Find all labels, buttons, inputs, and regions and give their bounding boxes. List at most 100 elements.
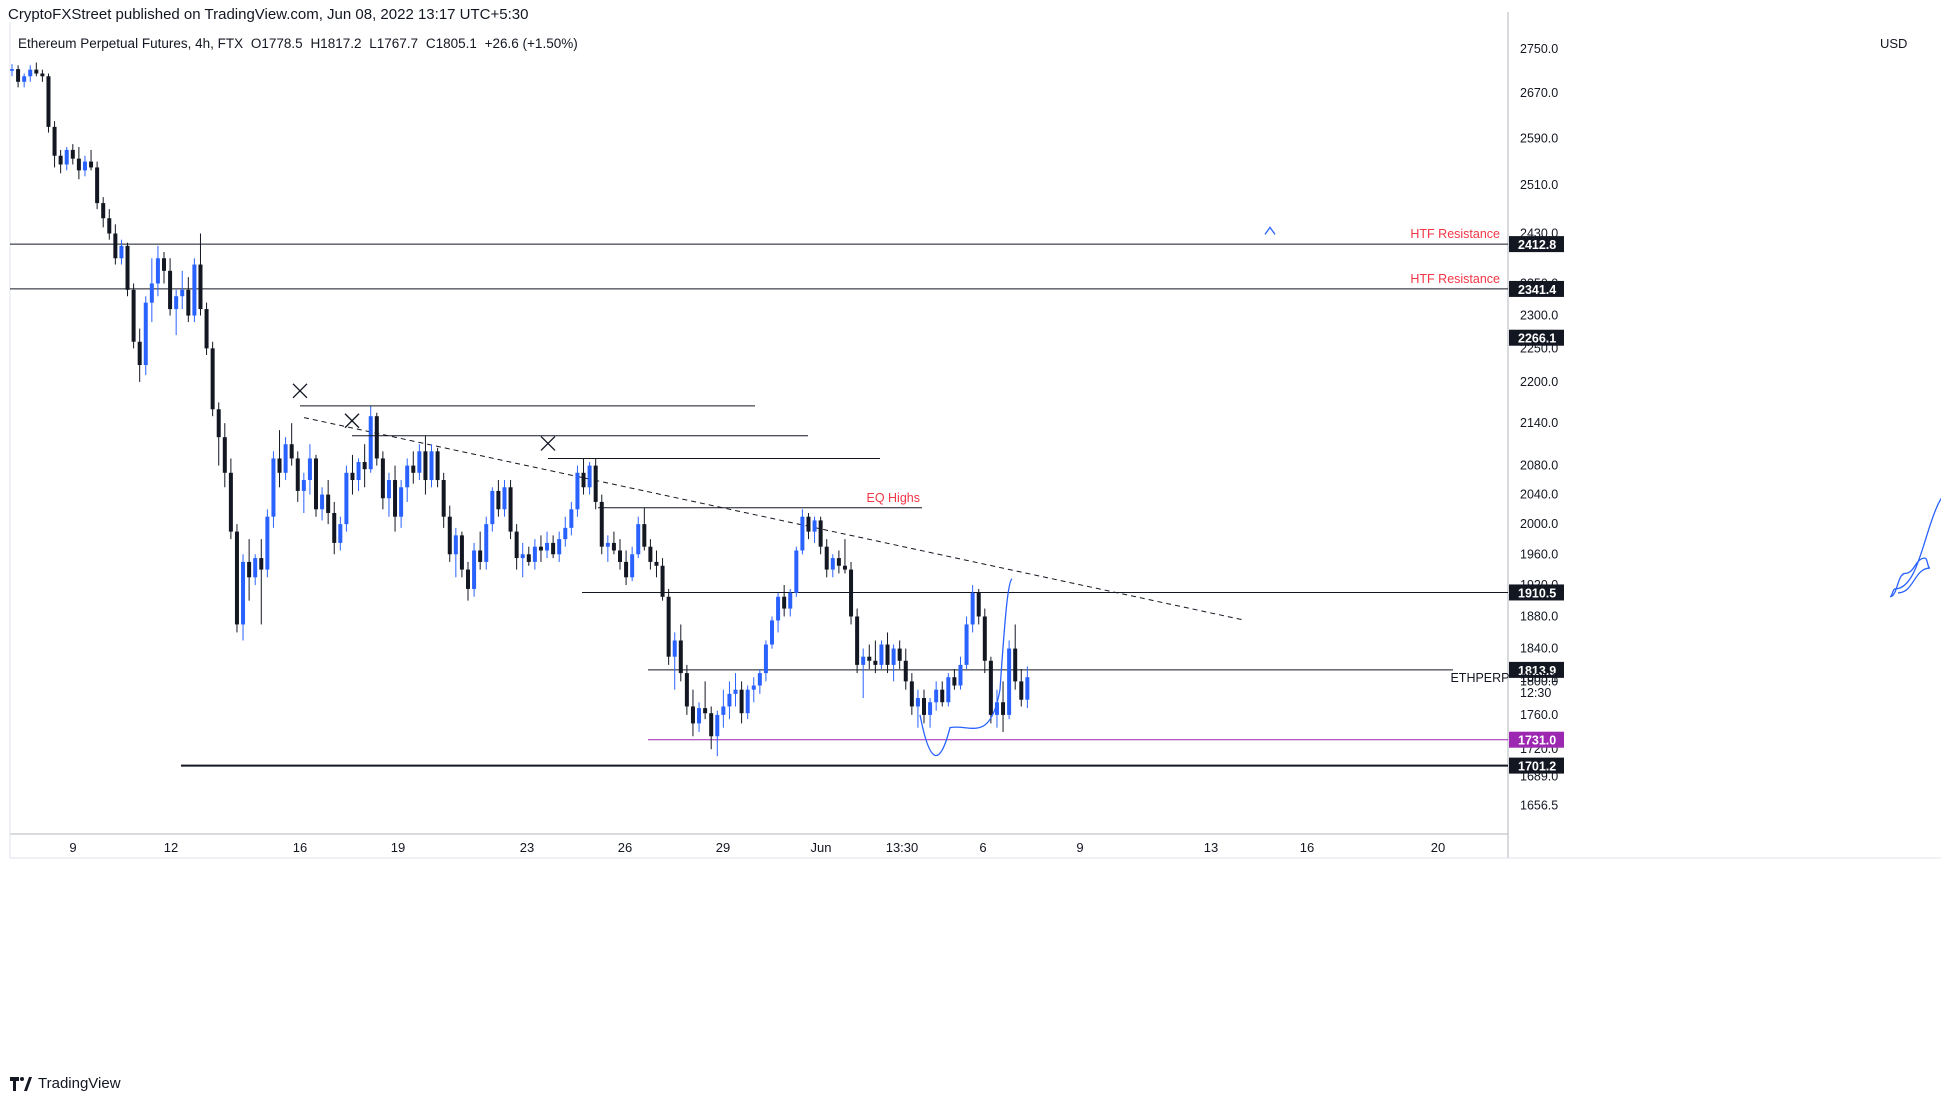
- candle-body: [806, 516, 811, 532]
- candle-body: [362, 462, 367, 470]
- candle-body: [587, 465, 592, 488]
- candle-body: [119, 245, 124, 259]
- candle-body: [447, 516, 452, 555]
- candle-body: [654, 561, 659, 566]
- candle-body: [776, 596, 781, 621]
- candle-body: [508, 487, 513, 532]
- candle-body: [64, 149, 69, 165]
- candle-body: [630, 554, 635, 578]
- candle-body: [70, 149, 75, 159]
- y-tick-label: 1656.5: [1520, 798, 1558, 812]
- projection-dip: [919, 578, 1013, 757]
- candle-body: [842, 565, 847, 570]
- candle-body: [520, 554, 525, 559]
- x-tick-label: 16: [293, 840, 307, 855]
- candle-body: [137, 341, 142, 366]
- candle-body: [435, 451, 440, 481]
- candle-body: [897, 648, 902, 661]
- candle-body: [496, 490, 501, 510]
- candle-body: [946, 677, 951, 703]
- candle-body: [940, 689, 945, 703]
- candle-body: [526, 554, 531, 562]
- candle-body: [338, 524, 343, 543]
- candle-body: [344, 472, 349, 525]
- y-tick-label: 2140.0: [1520, 416, 1558, 430]
- price-label: 1701.2: [1518, 760, 1556, 774]
- y-tick-label: 2200.0: [1520, 375, 1558, 389]
- ohlc-high: H1817.2: [310, 36, 362, 51]
- candle-body: [350, 472, 355, 481]
- candle-body: [490, 490, 495, 525]
- x-mark: [344, 413, 360, 429]
- candle-body: [101, 203, 106, 219]
- price-label: 2412.8: [1518, 238, 1556, 252]
- candle-body: [982, 616, 987, 661]
- candle-body: [909, 681, 914, 707]
- x-tick-label: 6: [979, 840, 986, 855]
- x-tick-label: Jun: [811, 840, 832, 855]
- candle-body: [551, 542, 556, 555]
- candle-body: [581, 472, 586, 488]
- horizontal-levels: [10, 243, 1508, 767]
- candle-body: [441, 480, 446, 517]
- symbol-name: Ethereum Perpetual Futures, 4h, FTX: [18, 36, 244, 51]
- candle-body: [386, 480, 391, 499]
- x-mark: [540, 435, 556, 451]
- candle-body: [697, 708, 702, 724]
- candle-body: [994, 702, 999, 715]
- candle-body: [727, 693, 732, 707]
- candle-body: [320, 494, 325, 510]
- candle-body: [241, 561, 246, 625]
- candle-body: [934, 689, 939, 703]
- candle-body: [16, 69, 21, 82]
- y-tick-label: 2040.0: [1520, 488, 1558, 502]
- price-axis[interactable]: 1656.51689.01720.01760.01800.01840.01880…: [1450, 42, 1564, 812]
- candle-body: [709, 713, 714, 737]
- candle-body: [867, 656, 872, 661]
- candle-body: [678, 640, 683, 674]
- candle-body: [295, 458, 300, 491]
- candle-body: [751, 685, 756, 690]
- candle-body: [186, 289, 191, 316]
- price-label: 2341.4: [1518, 283, 1556, 297]
- candle-body: [763, 644, 768, 674]
- candle-body: [849, 569, 854, 617]
- candle-body: [642, 524, 647, 547]
- currency-label: USD: [1880, 36, 1908, 51]
- price-label: 1731.0: [1518, 734, 1556, 748]
- candle-body: [216, 409, 221, 438]
- candle-body: [40, 73, 45, 77]
- candle-body: [800, 516, 805, 551]
- candle-body: [89, 161, 94, 168]
- x-tick-label: 12: [164, 840, 178, 855]
- time-axis[interactable]: 9 12 16 19 23 26 29 Jun 13:30 6 9 13 16 20: [69, 840, 1445, 855]
- x-tick-label: 23: [520, 840, 534, 855]
- candle-body: [307, 458, 312, 481]
- candle-body: [715, 714, 720, 737]
- candle-body: [624, 561, 629, 578]
- candle-body: [247, 561, 252, 578]
- candle-body: [557, 539, 562, 555]
- price-label-bg: [1509, 329, 1564, 346]
- candle-body: [636, 524, 641, 555]
- annotation-label: HTF Resistance: [1410, 272, 1500, 286]
- candle-body: [976, 592, 981, 617]
- projection-curve: [1889, 497, 1941, 598]
- candle-body: [168, 270, 173, 310]
- price-label-bg: [1509, 584, 1564, 601]
- candle-body: [502, 487, 507, 510]
- candle-body: [265, 516, 270, 570]
- candle-body: [745, 689, 750, 714]
- candle-body: [703, 708, 708, 714]
- candle-body: [818, 520, 823, 547]
- annotation-label: EQ Highs: [867, 491, 921, 505]
- candle-body: [271, 458, 276, 517]
- tradingview-logo-icon: [10, 1076, 32, 1091]
- candle-body: [1025, 677, 1030, 700]
- grid: [9, 12, 1941, 859]
- y-tick-label: 2510.0: [1520, 178, 1558, 192]
- footer-brand[interactable]: TradingView: [10, 1075, 121, 1092]
- candle-body: [210, 348, 215, 410]
- last-price-value: 1805.1: [1520, 671, 1558, 685]
